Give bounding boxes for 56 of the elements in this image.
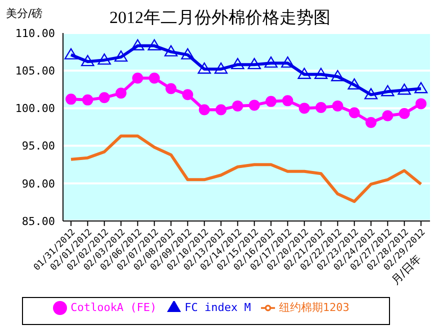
- point: [331, 70, 344, 82]
- point: [281, 56, 294, 68]
- point: [116, 88, 126, 99]
- point: [182, 89, 194, 100]
- point: [314, 68, 328, 79]
- point: [282, 95, 294, 106]
- point: [316, 102, 326, 113]
- y-tick-label: 90.00: [22, 177, 55, 190]
- point: [382, 110, 394, 122]
- point: [366, 116, 376, 128]
- point: [82, 94, 94, 106]
- point: [231, 58, 244, 70]
- y-tick-label: 85.00: [22, 214, 55, 228]
- point: [332, 100, 344, 112]
- point: [66, 94, 76, 105]
- point: [398, 84, 411, 95]
- y-tick-label: 95.00: [22, 140, 55, 153]
- point: [348, 107, 360, 118]
- point: [381, 85, 394, 96]
- legend-label: CotlookA (FE): [70, 301, 157, 314]
- point: [114, 50, 128, 62]
- point: [131, 39, 144, 50]
- point: [214, 62, 228, 74]
- point: [164, 45, 178, 56]
- point: [181, 48, 194, 60]
- point: [416, 98, 426, 110]
- point: [81, 54, 94, 66]
- legend-label: 纽约棉期1203: [278, 301, 350, 314]
- point: [298, 68, 311, 79]
- point: [148, 39, 161, 50]
- point: [264, 56, 278, 68]
- point: [348, 78, 361, 90]
- point: [298, 102, 310, 114]
- point: [266, 96, 276, 107]
- point: [64, 48, 78, 60]
- y-tick-label: 110.00: [15, 26, 55, 40]
- point: [414, 82, 428, 94]
- point: [248, 58, 261, 70]
- chart-title: 2012年二月份外棉价格走势图: [110, 8, 330, 27]
- point: [98, 53, 111, 65]
- y-axis-title: 美分/磅: [6, 6, 43, 21]
- point: [364, 88, 378, 100]
- point: [198, 104, 210, 116]
- point: [232, 100, 244, 112]
- y-tick-label: 100.00: [15, 102, 55, 116]
- point: [216, 104, 226, 116]
- point: [198, 62, 211, 74]
- point: [398, 108, 410, 119]
- point: [148, 72, 160, 84]
- y-tick-label: 105.00: [15, 64, 55, 78]
- line-series: [70, 134, 422, 203]
- point: [132, 72, 144, 84]
- point: [248, 100, 260, 111]
- point: [166, 83, 176, 94]
- legend-label: FC index M: [184, 301, 251, 314]
- point: [98, 92, 110, 104]
